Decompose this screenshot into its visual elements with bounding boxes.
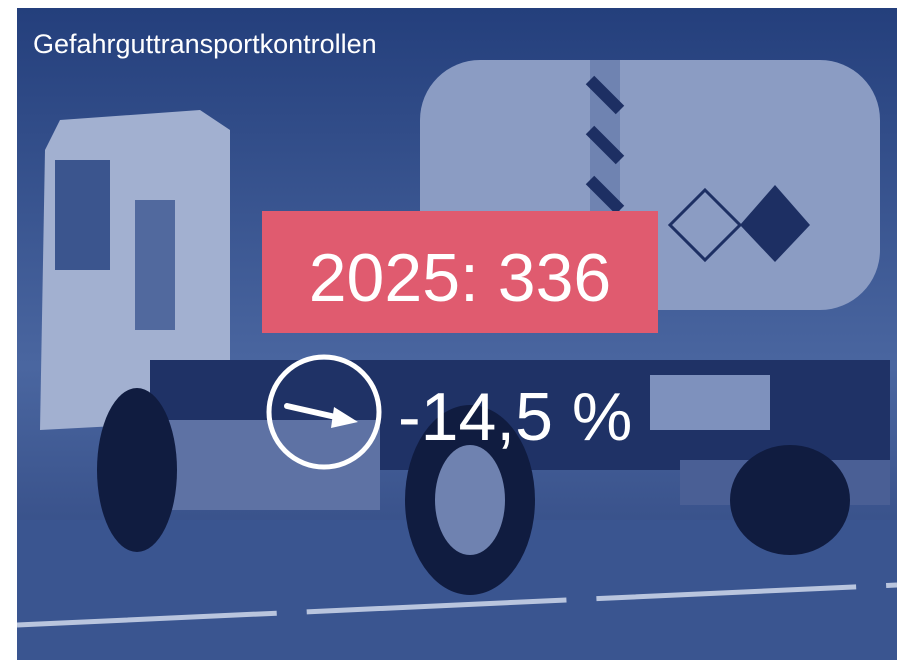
kpi-box [262,211,658,333]
trend-icon [266,354,382,470]
kpi-value: 2025: 336 [309,240,612,316]
title: Gefahrguttransportkontrollen [33,29,377,59]
change-value: -14,5 % [398,379,632,455]
background-photo [17,8,897,660]
